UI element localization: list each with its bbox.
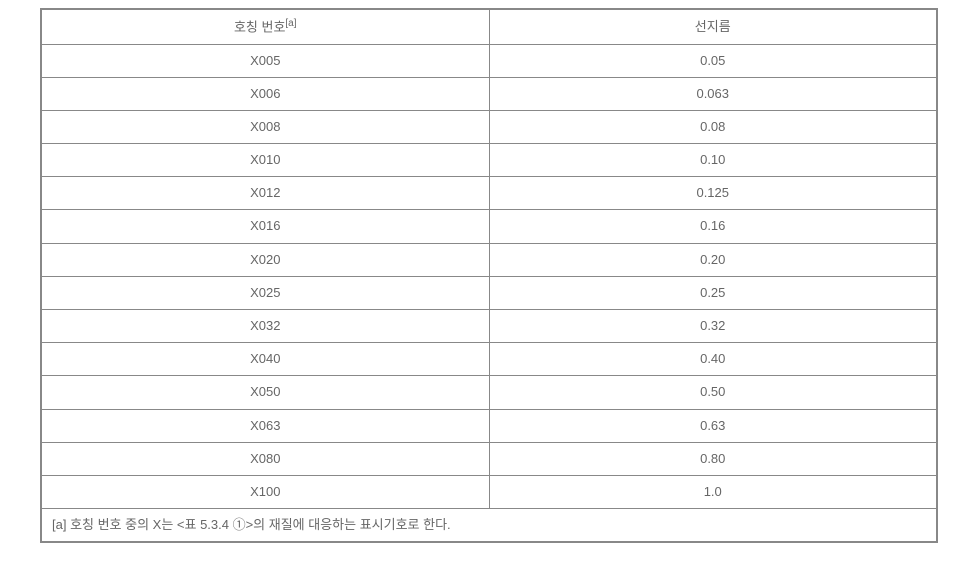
header-col1-text: 호칭 번호 [234, 19, 285, 34]
table-body: X005 0.05 X006 0.063 X008 0.08 X010 0.10… [42, 44, 937, 542]
table-row: X020 0.20 [42, 243, 937, 276]
cell-code: X032 [42, 310, 490, 343]
cell-value: 0.32 [489, 310, 937, 343]
cell-value: 0.125 [489, 177, 937, 210]
table-row: X032 0.32 [42, 310, 937, 343]
table-row: X006 0.063 [42, 77, 937, 110]
cell-code: X020 [42, 243, 490, 276]
table-header-row: 호칭 번호[a] 선지름 [42, 10, 937, 45]
cell-code: X050 [42, 376, 490, 409]
cell-code: X005 [42, 44, 490, 77]
cell-code: X010 [42, 144, 490, 177]
table-row: X050 0.50 [42, 376, 937, 409]
table-row: X005 0.05 [42, 44, 937, 77]
cell-code: X006 [42, 77, 490, 110]
cell-value: 1.0 [489, 475, 937, 508]
table-row: X040 0.40 [42, 343, 937, 376]
cell-code: X012 [42, 177, 490, 210]
cell-value: 0.05 [489, 44, 937, 77]
wire-diameter-table: 호칭 번호[a] 선지름 X005 0.05 X006 0.063 X008 0… [41, 9, 937, 542]
cell-code: X040 [42, 343, 490, 376]
cell-value: 0.16 [489, 210, 937, 243]
footnote-cell: [a] 호칭 번호 중의 X는 <표 5.3.4 ①>의 재질에 대응하는 표시… [42, 509, 937, 542]
cell-value: 0.08 [489, 110, 937, 143]
wire-diameter-table-container: 호칭 번호[a] 선지름 X005 0.05 X006 0.063 X008 0… [40, 8, 938, 543]
table-row: X016 0.16 [42, 210, 937, 243]
cell-code: X025 [42, 276, 490, 309]
header-wire-diameter: 선지름 [489, 10, 937, 45]
cell-code: X100 [42, 475, 490, 508]
cell-value: 0.80 [489, 442, 937, 475]
cell-code: X063 [42, 409, 490, 442]
table-row: X025 0.25 [42, 276, 937, 309]
cell-value: 0.10 [489, 144, 937, 177]
header-col1-sup: [a] [285, 18, 296, 29]
header-nominal-number: 호칭 번호[a] [42, 10, 490, 45]
table-row: X080 0.80 [42, 442, 937, 475]
table-row: X012 0.125 [42, 177, 937, 210]
table-row: X063 0.63 [42, 409, 937, 442]
cell-code: X016 [42, 210, 490, 243]
cell-code: X080 [42, 442, 490, 475]
table-footnote-row: [a] 호칭 번호 중의 X는 <표 5.3.4 ①>의 재질에 대응하는 표시… [42, 509, 937, 542]
cell-value: 0.063 [489, 77, 937, 110]
cell-value: 0.50 [489, 376, 937, 409]
cell-value: 0.63 [489, 409, 937, 442]
table-row: X100 1.0 [42, 475, 937, 508]
cell-value: 0.25 [489, 276, 937, 309]
table-row: X010 0.10 [42, 144, 937, 177]
cell-code: X008 [42, 110, 490, 143]
cell-value: 0.40 [489, 343, 937, 376]
table-row: X008 0.08 [42, 110, 937, 143]
cell-value: 0.20 [489, 243, 937, 276]
